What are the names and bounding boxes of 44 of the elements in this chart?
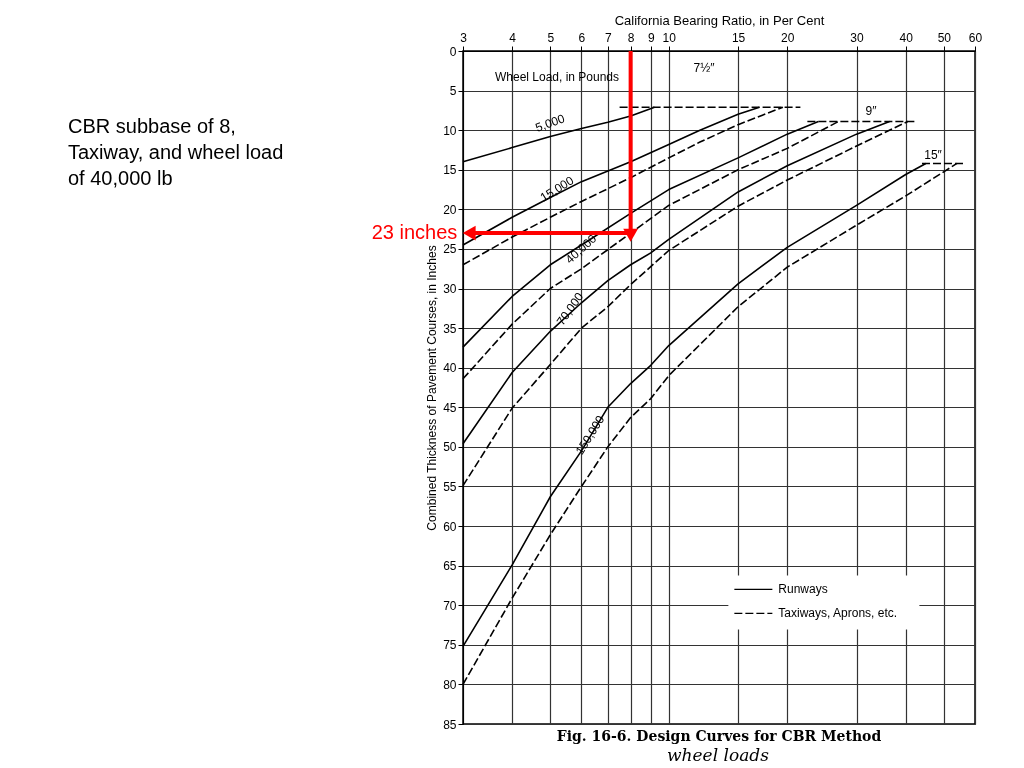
y-tick-label: 80: [443, 677, 457, 692]
y-tick-label: 35: [443, 321, 457, 336]
text: wheel loads: [667, 745, 770, 765]
y-tick-label: 50: [443, 440, 457, 455]
y-tick-label: 10: [443, 123, 457, 138]
y-tick-label: 55: [443, 479, 457, 494]
text: CBR subbase of 8, Taxiway, and wheel load of 40,000 lb: [68, 115, 284, 189]
y-tick-label: 40: [443, 361, 457, 376]
x-axis-title: California Bearing Ratio, in Per Cent: [614, 12, 825, 28]
x-tick-label: 50: [937, 30, 952, 45]
x-tick-label: 60: [968, 30, 983, 45]
annotation: 15″: [924, 148, 943, 162]
x-tick-label: 6: [578, 30, 586, 45]
series-label: 23 inches: [371, 221, 458, 244]
x-tick-label: 10: [662, 30, 677, 45]
y-tick-label: 15: [443, 163, 457, 178]
legend-label: Runways: [778, 582, 828, 597]
annotation: 9″: [865, 104, 878, 118]
y-tick-label: 5: [449, 84, 457, 99]
y-tick-label: 20: [443, 202, 457, 217]
y-tick-label: 85: [443, 717, 457, 732]
x-tick-label: 30: [850, 30, 865, 45]
x-tick-label: 4: [509, 30, 517, 45]
x-tick-label: 20: [781, 30, 795, 45]
y-axis-title: Combined Thickness of Pavement Courses, in Inches: [425, 245, 440, 531]
x-tick-label: 15: [731, 30, 746, 45]
y-tick-label: 25: [443, 242, 457, 257]
x-tick-label: 8: [627, 30, 635, 45]
text: Fig. 16-6. Design Curves for CBR Method: [556, 728, 882, 744]
y-tick-label: 60: [443, 519, 457, 534]
y-tick-label: 75: [443, 638, 457, 653]
y-tick-label: 65: [443, 559, 457, 574]
x-tick-label: 9: [647, 30, 655, 45]
x-tick-label: 5: [547, 30, 555, 45]
x-tick-label: 7: [604, 30, 612, 45]
x-tick-label: 3: [460, 30, 468, 45]
annotation: 7½″: [693, 61, 716, 75]
y-tick-label: 0: [449, 44, 457, 59]
x-tick-label: 40: [899, 30, 914, 45]
y-tick-label: 70: [443, 598, 457, 613]
annotation: 5,000: [533, 111, 567, 135]
y-tick-label: 30: [443, 282, 457, 297]
legend-label: Taxiways, Aprons, etc.: [778, 606, 898, 621]
y-tick-label: 45: [443, 400, 457, 415]
